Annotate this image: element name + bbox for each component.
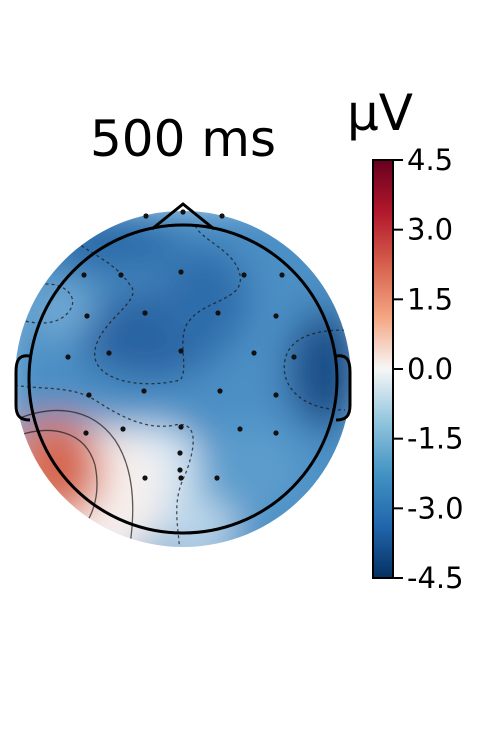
sensor-marker xyxy=(106,350,112,356)
topomap-title: 500 ms xyxy=(90,110,276,168)
contour-line xyxy=(283,329,346,411)
contour-line xyxy=(19,429,98,526)
contour-line xyxy=(15,409,134,546)
colorbar-tick-label: -1.5 xyxy=(407,422,464,456)
sensor-marker xyxy=(291,354,297,360)
sensor-marker xyxy=(120,426,126,432)
sensor-marker xyxy=(279,272,285,278)
sensor-marker xyxy=(178,269,184,275)
sensor-marker xyxy=(178,424,184,430)
sensor-marker xyxy=(251,350,257,356)
sensor-layer xyxy=(65,209,297,481)
sensor-marker xyxy=(237,426,243,432)
sensor-marker xyxy=(142,310,148,316)
sensor-marker xyxy=(215,310,221,316)
sensor-marker xyxy=(180,209,186,215)
sensor-marker xyxy=(177,467,183,473)
sensor-marker xyxy=(178,475,184,481)
colorbar xyxy=(372,159,394,579)
sensor-marker xyxy=(143,213,149,219)
colorbar-tick-label: 3.0 xyxy=(407,213,453,247)
colorbar-ticks: 4.5 3.0 1.5 0.0 -1.5 -3.0 -4.5 xyxy=(393,143,464,595)
colorbar-unit: μV xyxy=(347,84,413,142)
sensor-marker xyxy=(84,313,90,319)
sensor-marker xyxy=(219,213,225,219)
contour-line xyxy=(15,384,194,547)
sensor-marker xyxy=(217,388,223,394)
colorbar-tick-label: -4.5 xyxy=(407,561,464,595)
sensor-marker xyxy=(178,348,184,354)
colorbar-tick-label: 0.0 xyxy=(407,352,453,386)
sensor-marker xyxy=(142,475,148,481)
colorbar-tick-label: 4.5 xyxy=(407,143,453,177)
contour-line xyxy=(19,283,74,324)
head-outline xyxy=(14,202,352,535)
sensor-marker xyxy=(118,272,124,278)
sensor-marker xyxy=(177,450,183,456)
sensor-marker xyxy=(86,392,92,398)
topomap-contours xyxy=(15,224,346,547)
right-ear-outline xyxy=(335,354,352,422)
sensor-marker xyxy=(241,272,247,278)
contour-line xyxy=(59,224,241,385)
head-circle xyxy=(27,223,339,535)
nose-outline xyxy=(151,202,215,231)
left-ear-outline xyxy=(14,354,31,422)
sensor-marker xyxy=(141,388,147,394)
colorbar-tick-label: -3.0 xyxy=(407,491,464,525)
sensor-marker xyxy=(65,354,71,360)
sensor-marker xyxy=(83,430,89,436)
sensor-marker xyxy=(273,392,279,398)
colorbar-tick-label: 1.5 xyxy=(407,282,453,316)
sensor-marker xyxy=(214,475,220,481)
sensor-marker xyxy=(273,430,279,436)
sensor-marker xyxy=(273,313,279,319)
topomap-field xyxy=(15,211,351,547)
sensor-marker xyxy=(81,272,87,278)
